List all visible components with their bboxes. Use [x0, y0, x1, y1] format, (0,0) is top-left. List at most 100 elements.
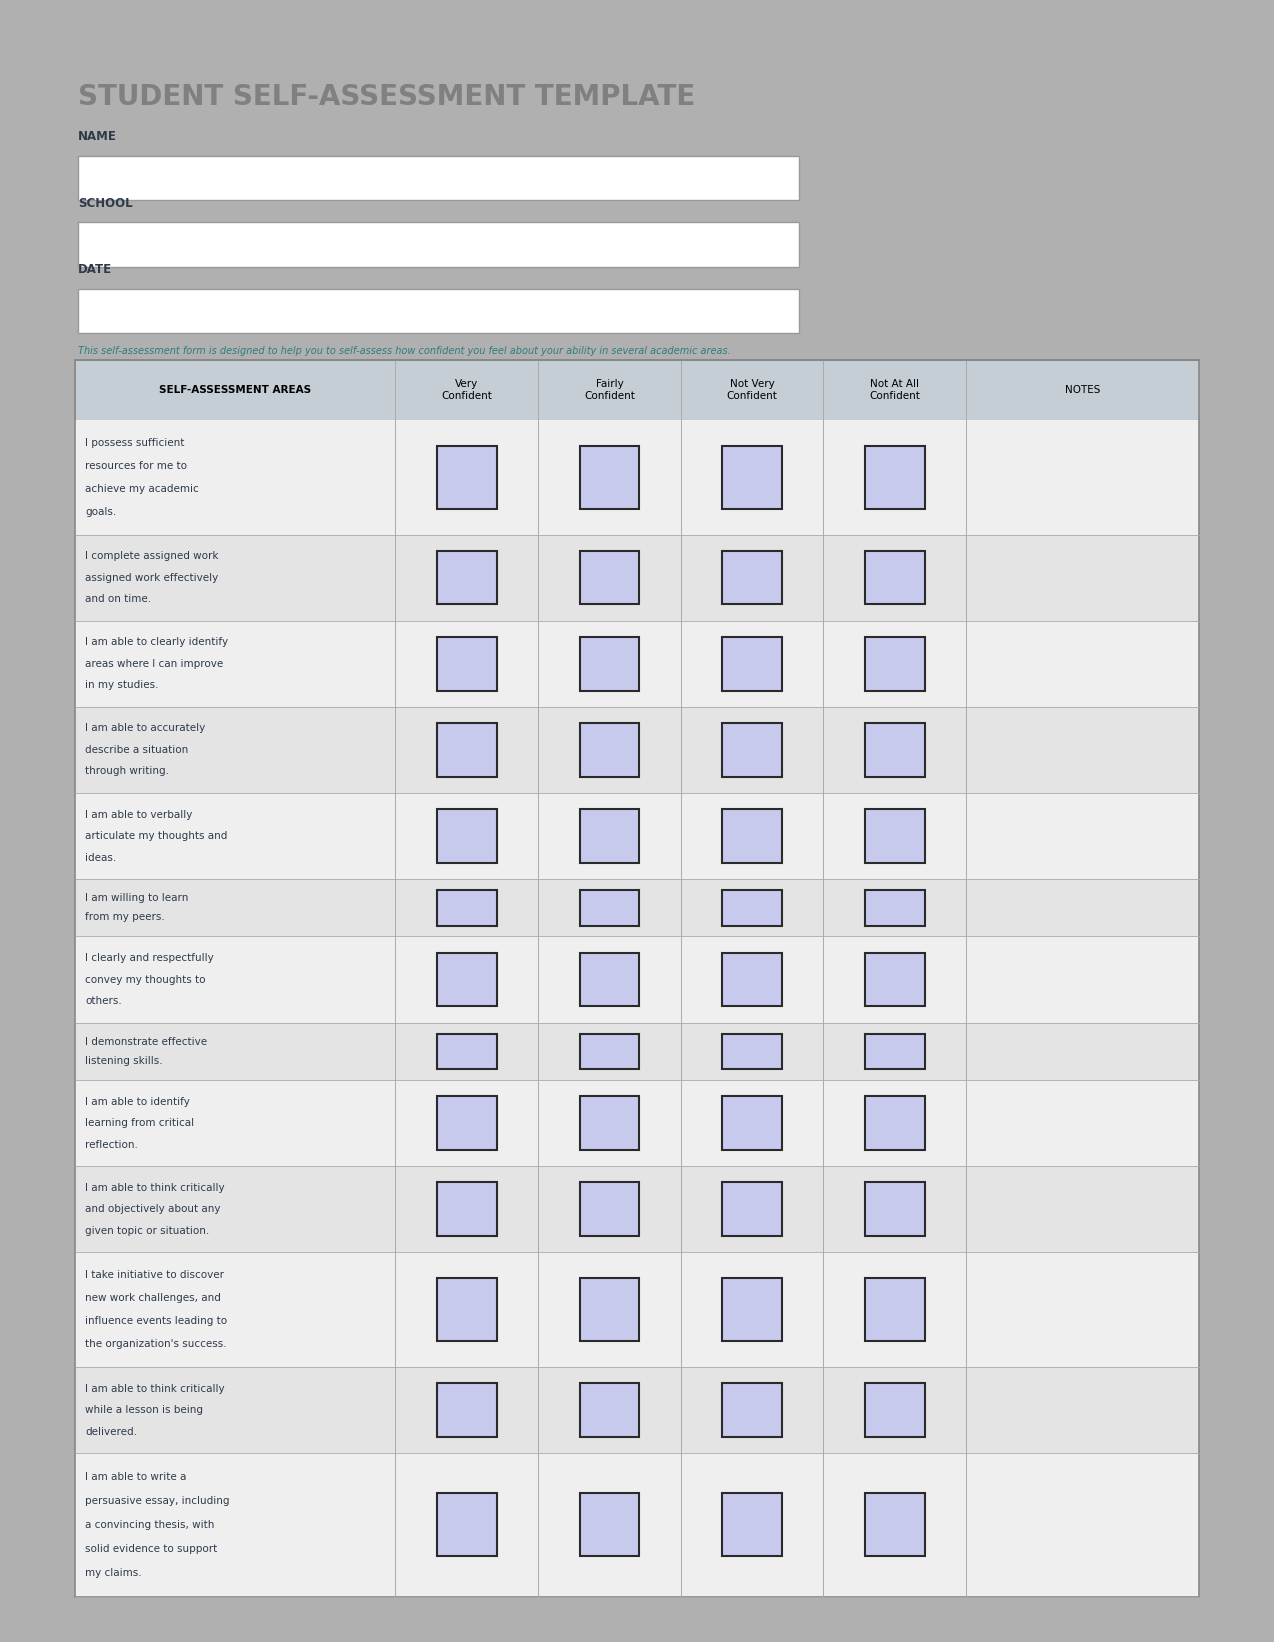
Bar: [75, 793, 1199, 878]
Bar: [722, 1097, 782, 1149]
Bar: [580, 952, 640, 1007]
Text: and objectively about any: and objectively about any: [85, 1204, 220, 1213]
Text: persuasive essay, including: persuasive essay, including: [85, 1496, 229, 1506]
Text: learning from critical: learning from critical: [85, 1118, 194, 1128]
Bar: [78, 289, 799, 333]
Text: ideas.: ideas.: [85, 852, 116, 862]
Text: I am able to accurately: I am able to accurately: [85, 724, 205, 734]
Bar: [437, 810, 497, 862]
Bar: [75, 1166, 1199, 1253]
Text: reflection.: reflection.: [85, 1140, 138, 1149]
Bar: [75, 1253, 1199, 1368]
Bar: [75, 535, 1199, 621]
Bar: [580, 552, 640, 604]
Bar: [580, 1384, 640, 1437]
Bar: [437, 1033, 497, 1069]
Text: in my studies.: in my studies.: [85, 680, 158, 690]
Text: the organization's success.: the organization's success.: [85, 1340, 227, 1350]
Bar: [722, 1384, 782, 1437]
Text: goals.: goals.: [85, 507, 116, 517]
Text: delivered.: delivered.: [85, 1427, 138, 1437]
Bar: [437, 1384, 497, 1437]
Text: solid evidence to support: solid evidence to support: [85, 1543, 218, 1553]
Bar: [580, 722, 640, 777]
Bar: [865, 1182, 925, 1236]
Bar: [865, 810, 925, 862]
Bar: [865, 1033, 925, 1069]
Bar: [437, 952, 497, 1007]
Text: others.: others.: [85, 997, 122, 1007]
Bar: [722, 952, 782, 1007]
Bar: [75, 1080, 1199, 1166]
Bar: [865, 1097, 925, 1149]
Text: Fairly
Confident: Fairly Confident: [583, 379, 634, 401]
Bar: [865, 1277, 925, 1342]
Text: This self-assessment form is designed to help you to self-assess how confident y: This self-assessment form is designed to…: [78, 345, 730, 356]
Bar: [722, 1033, 782, 1069]
Bar: [722, 810, 782, 862]
Bar: [75, 360, 1199, 420]
Bar: [75, 360, 1199, 1596]
Bar: [75, 1023, 1199, 1080]
Text: I am able to verbally: I am able to verbally: [85, 810, 192, 819]
Text: achieve my academic: achieve my academic: [85, 484, 199, 494]
Text: assigned work effectively: assigned work effectively: [85, 573, 218, 583]
Bar: [722, 890, 782, 926]
Text: articulate my thoughts and: articulate my thoughts and: [85, 831, 227, 841]
Bar: [437, 1097, 497, 1149]
Text: STUDENT SELF-ASSESSMENT TEMPLATE: STUDENT SELF-ASSESSMENT TEMPLATE: [78, 84, 696, 112]
Text: Not At All
Confident: Not At All Confident: [869, 379, 920, 401]
Bar: [75, 1453, 1199, 1596]
Bar: [437, 1493, 497, 1557]
Text: I am able to think critically: I am able to think critically: [85, 1182, 224, 1192]
Text: a convincing thesis, with: a convincing thesis, with: [85, 1520, 214, 1530]
Bar: [865, 552, 925, 604]
Text: SCHOOL: SCHOOL: [78, 197, 132, 210]
Text: I demonstrate effective: I demonstrate effective: [85, 1036, 208, 1046]
Text: DATE: DATE: [78, 263, 112, 276]
Bar: [437, 445, 497, 509]
Bar: [865, 890, 925, 926]
Text: SELF-ASSESSMENT AREAS: SELF-ASSESSMENT AREAS: [159, 384, 311, 394]
Bar: [865, 722, 925, 777]
Bar: [722, 1277, 782, 1342]
Bar: [437, 552, 497, 604]
Text: while a lesson is being: while a lesson is being: [85, 1406, 203, 1415]
Bar: [437, 1182, 497, 1236]
Text: from my peers.: from my peers.: [85, 913, 164, 923]
Text: I am willing to learn: I am willing to learn: [85, 893, 189, 903]
Bar: [722, 445, 782, 509]
Text: I am able to write a: I am able to write a: [85, 1473, 186, 1483]
Text: Not Very
Confident: Not Very Confident: [726, 379, 777, 401]
Text: given topic or situation.: given topic or situation.: [85, 1225, 209, 1236]
Bar: [580, 810, 640, 862]
Bar: [580, 1277, 640, 1342]
Text: I take initiative to discover: I take initiative to discover: [85, 1271, 224, 1281]
Text: describe a situation: describe a situation: [85, 745, 189, 755]
Text: I possess sufficient: I possess sufficient: [85, 438, 185, 448]
Bar: [78, 156, 799, 200]
Text: convey my thoughts to: convey my thoughts to: [85, 975, 205, 985]
Text: influence events leading to: influence events leading to: [85, 1317, 227, 1327]
Text: I complete assigned work: I complete assigned work: [85, 552, 218, 562]
Bar: [437, 890, 497, 926]
Bar: [75, 420, 1199, 535]
Bar: [75, 1368, 1199, 1453]
Bar: [580, 1033, 640, 1069]
Text: I am able to identify: I am able to identify: [85, 1097, 190, 1107]
Bar: [78, 222, 799, 266]
Text: new work challenges, and: new work challenges, and: [85, 1294, 220, 1304]
Bar: [75, 936, 1199, 1023]
Bar: [580, 637, 640, 691]
Bar: [437, 722, 497, 777]
Bar: [865, 1493, 925, 1557]
Text: my claims.: my claims.: [85, 1568, 141, 1578]
Bar: [580, 1097, 640, 1149]
Bar: [75, 621, 1199, 706]
Bar: [722, 1182, 782, 1236]
Text: resources for me to: resources for me to: [85, 461, 187, 471]
Text: areas where I can improve: areas where I can improve: [85, 658, 223, 668]
Text: through writing.: through writing.: [85, 767, 169, 777]
Bar: [865, 445, 925, 509]
Bar: [722, 1493, 782, 1557]
